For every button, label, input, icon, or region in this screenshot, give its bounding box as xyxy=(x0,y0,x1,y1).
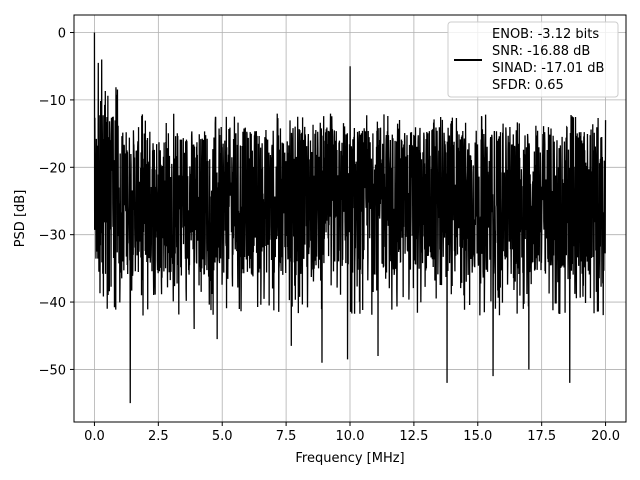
x-tick-label: 15.0 xyxy=(463,429,492,444)
x-axis-label: Frequency [MHz] xyxy=(295,451,404,466)
legend-entry-enob: ENOB: -3.12 bits xyxy=(492,27,599,42)
x-tick-label: 12.5 xyxy=(399,429,428,444)
y-tick-label: 0 xyxy=(58,27,66,42)
x-tick-label: 10.0 xyxy=(336,429,365,444)
y-tick-label: −10 xyxy=(39,94,66,109)
x-tick-label: 0.0 xyxy=(84,429,105,444)
y-tick-label: −50 xyxy=(39,363,66,378)
x-tick-label: 7.5 xyxy=(276,429,297,444)
x-tick-label: 20.0 xyxy=(591,429,620,444)
legend-entry-sfdr: SFDR: 0.65 xyxy=(492,78,564,93)
legend-entry-sinad: SINAD: -17.01 dB xyxy=(492,61,604,76)
x-tick-label: 2.5 xyxy=(148,429,169,444)
x-tick-label: 5.0 xyxy=(212,429,233,444)
y-axis-label: PSD [dB] xyxy=(13,190,28,248)
series-layer xyxy=(93,32,607,404)
y-axis-ticks: 0 −10 −20 −30 −40 −50 xyxy=(39,27,74,378)
legend-entry-snr: SNR: -16.88 dB xyxy=(492,44,590,59)
psd-series-line xyxy=(93,32,607,404)
y-tick-label: −30 xyxy=(39,229,66,244)
legend-box xyxy=(447,21,619,98)
y-tick-label: −40 xyxy=(39,296,66,311)
y-tick-label: −20 xyxy=(39,161,66,176)
x-axis-ticks: 0.0 2.5 5.0 7.5 10.0 12.5 15.0 17.5 20.0 xyxy=(84,422,620,444)
x-tick-label: 17.5 xyxy=(527,429,556,444)
legend: ENOB: -3.12 bits SNR: -16.88 dB SINAD: -… xyxy=(447,21,619,98)
